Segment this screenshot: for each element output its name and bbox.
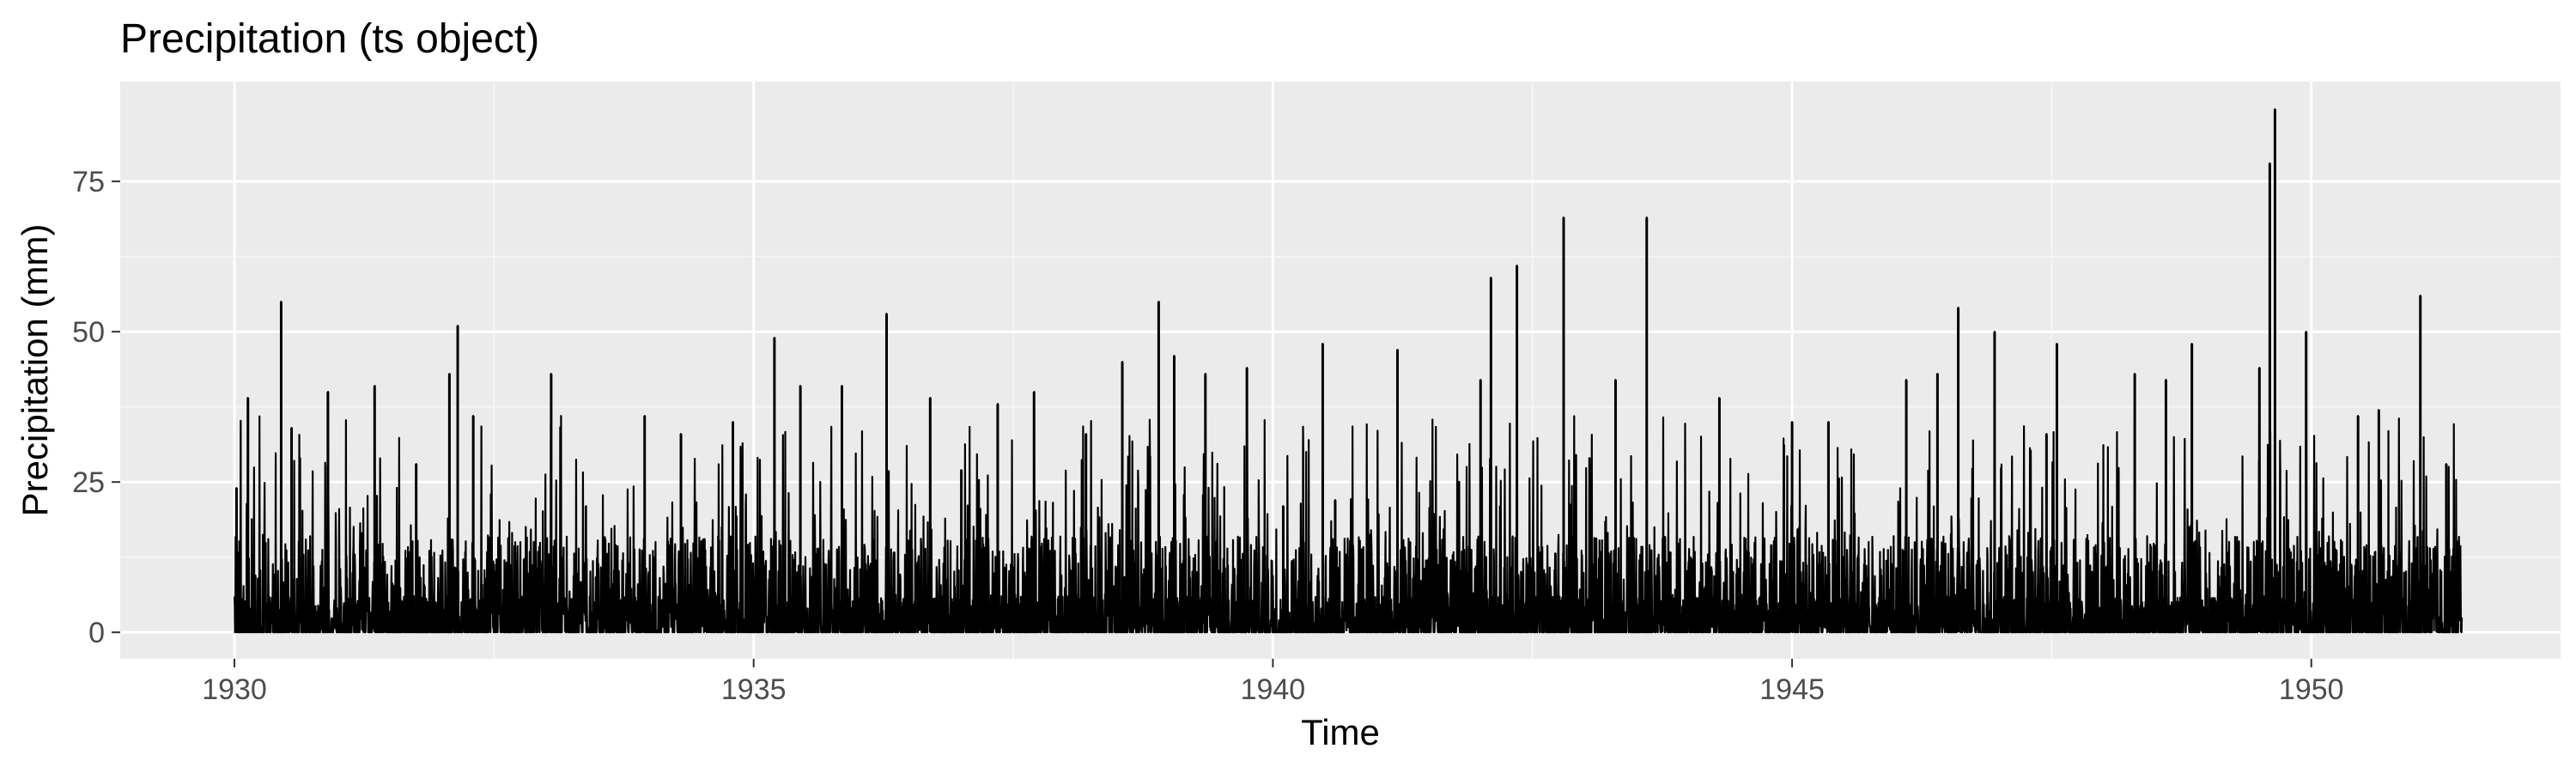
x-axis: 1930 1935 1940 1945 1950 bbox=[202, 659, 2344, 706]
x-tick-label: 1950 bbox=[2279, 673, 2344, 706]
y-axis: 0 25 50 75 bbox=[72, 166, 120, 649]
y-tick-label: 25 bbox=[72, 466, 105, 499]
x-tick-label: 1945 bbox=[1759, 673, 1825, 706]
y-tick-label: 0 bbox=[88, 617, 105, 649]
chart-title: Precipitation (ts object) bbox=[120, 16, 539, 62]
y-axis-title: Precipitation (mm) bbox=[15, 224, 55, 517]
precipitation-series bbox=[233, 108, 2464, 634]
series-line-precipitation bbox=[233, 108, 2464, 634]
x-tick-label: 1935 bbox=[721, 673, 787, 706]
y-tick-label: 50 bbox=[72, 316, 105, 349]
x-tick-label: 1940 bbox=[1241, 673, 1306, 706]
y-tick-label: 75 bbox=[72, 166, 105, 198]
x-tick-label: 1930 bbox=[202, 673, 267, 706]
x-axis-title: Time bbox=[1301, 712, 1380, 752]
